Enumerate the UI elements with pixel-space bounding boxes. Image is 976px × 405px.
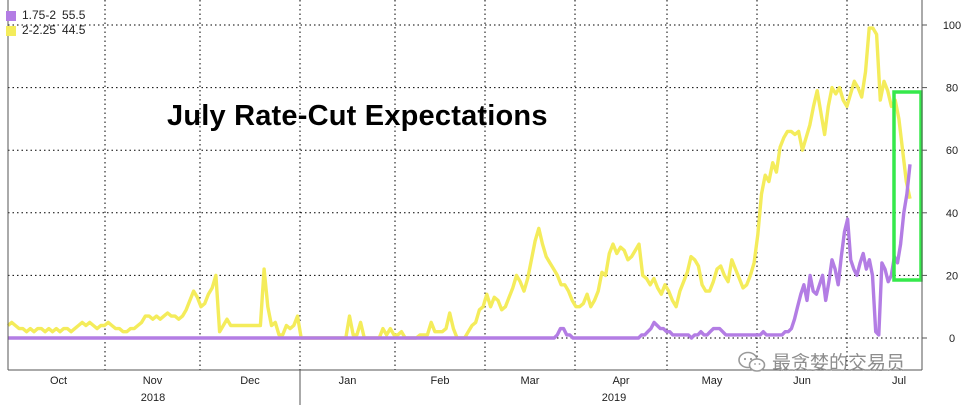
x-tick-label-5: Mar (521, 375, 540, 387)
highlight-box (892, 90, 923, 282)
x-tick-label-7: May (702, 375, 723, 387)
x-tick-label-8: Jun (793, 375, 811, 387)
watermark: 最贪婪的交易员 (738, 348, 905, 375)
y-tick-label-3: 60 (946, 145, 958, 157)
wechat-icon (738, 351, 766, 372)
y-tick-label-1: 20 (946, 270, 958, 282)
y-tick-label-0: 0 (949, 333, 955, 345)
year-label-0: 2018 (141, 392, 165, 404)
legend-label-2: 2-2.25 (22, 23, 57, 37)
y-tick-label-4: 80 (946, 83, 958, 95)
legend-swatch-2 (6, 25, 16, 36)
chart-title: July Rate-Cut Expectations (167, 100, 548, 132)
gridlines (8, 0, 922, 370)
legend: 1.75-2 55.5 2-2.25 44.5 (6, 8, 85, 38)
legend-item-1: 1.75-2 55.5 (6, 8, 85, 23)
x-tick-label-1: Nov (143, 375, 163, 387)
legend-label-1: 1.75-2 (22, 8, 57, 22)
series-layer (6, 26, 912, 340)
watermark-text: 最贪婪的交易员 (772, 352, 906, 374)
x-tick-label-4: Feb (431, 375, 450, 387)
series-line-1 (8, 164, 912, 340)
year-label-1: 2019 (602, 392, 626, 404)
y-tick-label-5: 100 (943, 20, 961, 32)
x-tick-label-2: Dec (240, 375, 260, 387)
y-tick-label-2: 40 (946, 208, 958, 220)
legend-value-1: 55.5 (62, 8, 86, 22)
x-tick-label-6: Apr (612, 375, 629, 387)
x-tick-label-0: Oct (50, 375, 67, 387)
x-tick-label-9: Jul (892, 375, 906, 387)
x-tick-label-3: Jan (339, 375, 357, 387)
legend-value-2: 44.5 (62, 23, 86, 37)
legend-item-2: 2-2.25 44.5 (6, 23, 85, 38)
legend-swatch-1 (6, 10, 16, 21)
axes: 0 20 40 60 80 100 Oct Nov Dec Jan Feb Mar Apr May Jun J… (7, 0, 961, 405)
